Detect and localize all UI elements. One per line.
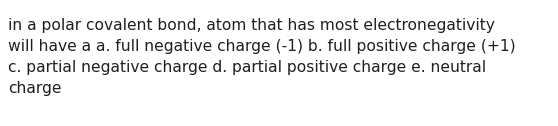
Text: in a polar covalent bond, atom that has most electronegativity
will have a a. fu: in a polar covalent bond, atom that has … — [8, 18, 516, 96]
